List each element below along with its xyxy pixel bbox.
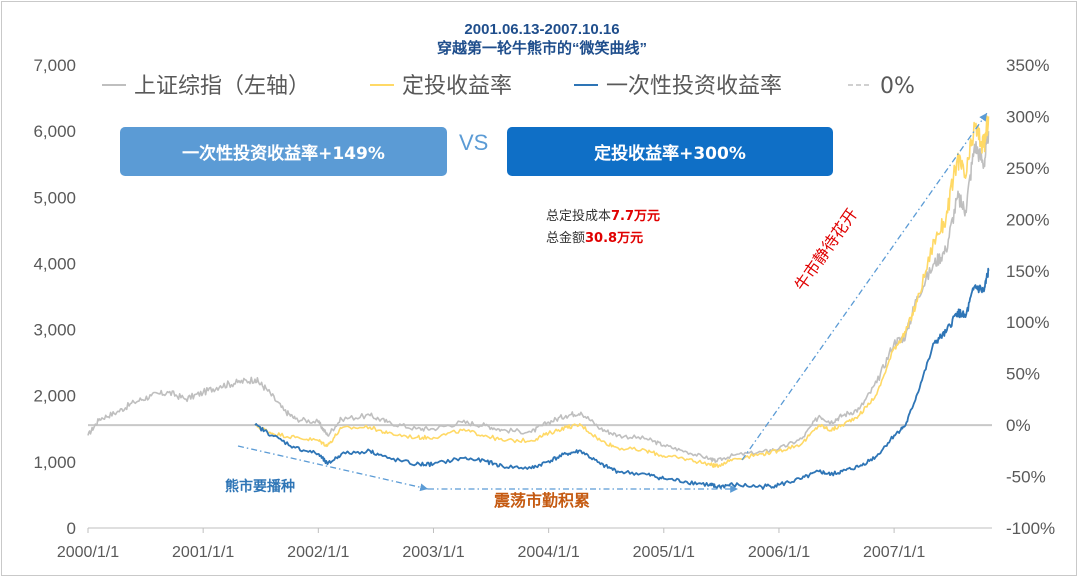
total-cost-label: 总定投成本: [546, 209, 612, 224]
dca-return-box: 定投收益率+300%: [507, 127, 833, 176]
lump-sum-return-box: 一次性投资收益率+149%: [120, 127, 447, 176]
index-line: [87, 129, 990, 464]
total-cost-value: 7.7万元: [611, 209, 661, 224]
y-left-tick-label: 0: [67, 519, 76, 538]
legend-lump-sum: 一次性投资收益率: [574, 74, 782, 99]
y-right-tick-label: 250%: [1006, 159, 1049, 178]
x-tick-label: 2000/1/1: [57, 544, 119, 561]
legend-label: 一次性投资收益率: [606, 74, 782, 99]
legend-index: 上证综指（左轴）: [102, 74, 310, 99]
y-right-tick-label: 350%: [1006, 56, 1049, 75]
chart-series: [87, 115, 990, 490]
legend-zero: 0%: [848, 74, 915, 99]
x-tick-label: 2007/1/1: [863, 544, 925, 561]
y-left-tick-label: 1,000: [33, 453, 76, 472]
y-right-tick-label: 150%: [1006, 262, 1049, 281]
chart-legend: 上证综指（左轴） 定投收益率 一次性投资收益率 0%: [102, 74, 915, 99]
y-left-tick-label: 5,000: [33, 188, 76, 207]
total-amount-value: 30.8万元: [585, 231, 644, 246]
x-tick-label: 2003/1/1: [402, 544, 464, 561]
x-tick-label: 2001/1/1: [172, 544, 234, 561]
bull-market-label: 牛市静待花开: [791, 205, 862, 295]
x-tick-label: 2005/1/1: [633, 544, 695, 561]
total-cost-note: 总定投成本7.7万元: [546, 205, 660, 224]
x-tick-label: 2006/1/1: [748, 544, 810, 561]
y-left-tick-label: 7,000: [33, 56, 76, 75]
chart-title: 2001.06.13-2007.10.16: [464, 21, 619, 38]
dca-return-line: [254, 115, 990, 469]
y-left-tick-label: 4,000: [33, 254, 76, 273]
chart-subtitle: 穿越第一轮牛熊市的“微笑曲线”: [437, 39, 647, 57]
y-right-tick-label: 300%: [1006, 107, 1049, 126]
lump-sum-return-line: [254, 267, 990, 490]
range-market-label: 震荡市勤积累: [493, 491, 590, 510]
legend-label: 上证综指（左轴）: [134, 74, 310, 99]
legend-dca: 定投收益率: [370, 74, 512, 99]
bear-market-arrow: [237, 445, 429, 492]
total-amount-note: 总金额30.8万元: [546, 227, 643, 246]
y-right-tick-label: -50%: [1006, 468, 1046, 487]
y-left-tick-label: 6,000: [33, 122, 76, 141]
y-right-tick-label: -100%: [1006, 519, 1055, 538]
y-left-tick-label: 3,000: [33, 321, 76, 340]
x-tick-label: 2004/1/1: [517, 544, 579, 561]
y-right-tick-label: 0%: [1006, 416, 1031, 435]
y-right-tick-label: 50%: [1006, 365, 1040, 384]
vs-label: VS: [459, 130, 489, 155]
chart-axes: 0 1,000 2,000 3,000 4,000 5,000 6,000 7,000 -100…: [33, 56, 1055, 561]
legend-label: 0%: [880, 74, 915, 99]
x-tick-label: 2002/1/1: [287, 544, 349, 561]
total-amount-label: 总金额: [546, 231, 586, 246]
bull-market-arrow: [741, 112, 988, 461]
y-left-tick-label: 2,000: [33, 387, 76, 406]
y-right-tick-label: 100%: [1006, 313, 1049, 332]
bear-market-label: 熊市要播种: [225, 478, 295, 495]
y-right-tick-label: 200%: [1006, 210, 1049, 229]
legend-label: 定投收益率: [402, 74, 512, 99]
